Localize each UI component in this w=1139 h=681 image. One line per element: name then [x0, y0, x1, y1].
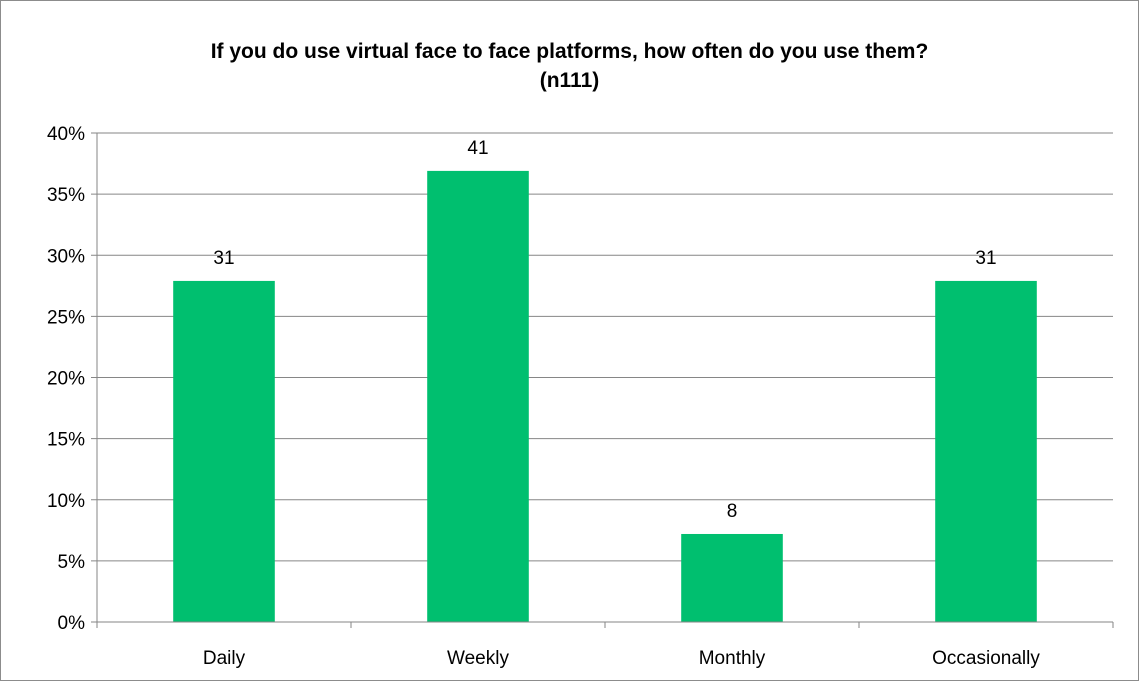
data-label-weekly: 41	[467, 138, 488, 159]
x-tick-label: Weekly	[447, 648, 509, 669]
y-tick-label: 10%	[47, 491, 85, 512]
y-tick-label: 25%	[47, 307, 85, 328]
y-tick-label: 0%	[58, 613, 86, 634]
chart-title-line-2: (n111)	[539, 69, 600, 92]
x-tick-label: Monthly	[699, 648, 766, 669]
chart-title-line-1: If you do use virtual face to face platf…	[210, 40, 929, 63]
y-tick-label: 5%	[58, 552, 86, 573]
bars	[173, 170, 1037, 622]
bar-monthly	[681, 533, 783, 622]
y-tick-label: 20%	[47, 369, 85, 390]
x-tick-label: Occasionally	[932, 648, 1040, 669]
y-tick-label: 35%	[47, 185, 85, 206]
data-label-monthly: 8	[727, 501, 738, 522]
y-tick-label: 15%	[47, 430, 85, 451]
x-tick-label: Daily	[203, 648, 246, 669]
labels: 0% 5% 10% 15% 20% 25% 30% 35% 40% 31 Daily 41 Weekly…	[47, 124, 1040, 669]
data-label-daily: 31	[213, 248, 234, 269]
data-label-occasionally: 31	[975, 248, 996, 269]
bar-occasionally	[935, 280, 1037, 622]
y-tick-label: 30%	[47, 246, 85, 267]
bar-daily	[173, 280, 275, 622]
y-tick-label: 40%	[47, 124, 85, 145]
bar-weekly	[427, 170, 529, 622]
chart-title: If you do use virtual face to face platf…	[1, 37, 1138, 95]
axes	[91, 132, 1114, 628]
